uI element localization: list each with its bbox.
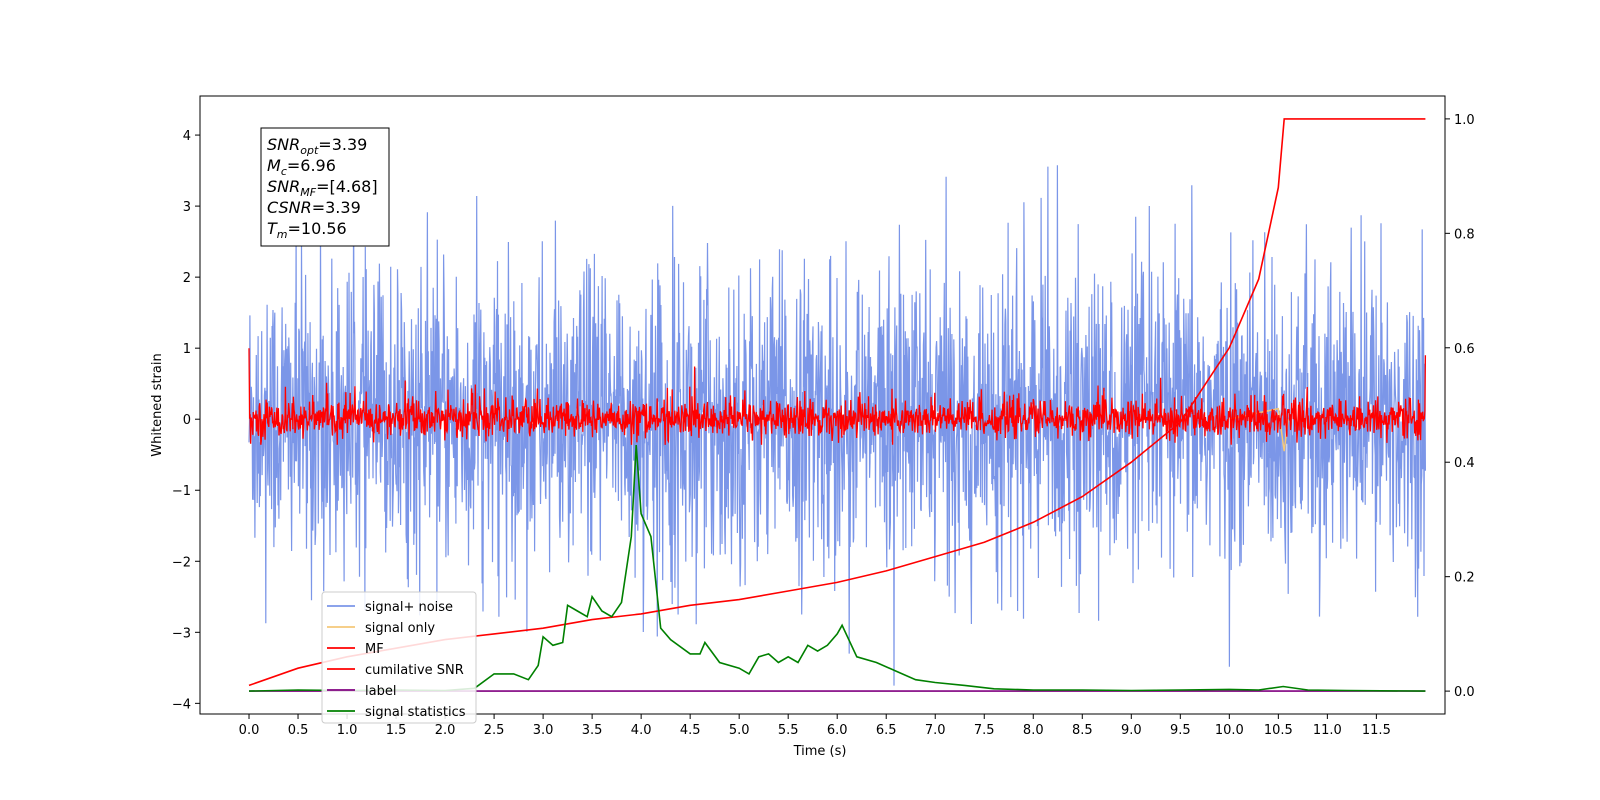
x-tick-label: 10.5 <box>1264 723 1293 738</box>
x-tick-label: 0.0 <box>239 723 260 738</box>
y-tick-label: −4 <box>172 697 191 712</box>
x-tick-label: 10.0 <box>1215 723 1244 738</box>
y2-tick-label: 0.6 <box>1454 342 1475 357</box>
y-axis-left: 4 3 2 1 0 −1 −2 −3 −4 <box>172 129 200 712</box>
y-tick-label: 2 <box>183 271 191 286</box>
x-tick-label: 8.0 <box>1023 723 1044 738</box>
y-axis-label: Whitened strain <box>150 353 165 456</box>
y-tick-label: 3 <box>183 200 191 215</box>
x-tick-label: 7.5 <box>974 723 995 738</box>
legend-label: signal statistics <box>365 705 466 720</box>
legend: signal+ noise signal only MF cumilative SNR… <box>321 591 477 724</box>
series-mf <box>248 348 1427 445</box>
x-tick-label: 7.0 <box>925 723 946 738</box>
y-tick-label: 4 <box>183 129 191 144</box>
x-tick-label: 4.0 <box>631 723 652 738</box>
legend-label: cumilative SNR <box>365 663 464 678</box>
y2-tick-label: 0.4 <box>1454 456 1475 471</box>
x-tick-label: 11.0 <box>1313 723 1342 738</box>
y2-tick-label: 0.0 <box>1454 685 1475 700</box>
x-tick-label: 6.0 <box>827 723 848 738</box>
x-tick-label: 5.5 <box>778 723 799 738</box>
x-tick-label: 6.5 <box>876 723 897 738</box>
y-tick-label: 0 <box>183 413 191 428</box>
plot-frame <box>199 95 1446 715</box>
x-tick-label: 9.0 <box>1121 723 1142 738</box>
y-axis-right: 1.0 0.8 0.6 0.4 0.2 0.0 <box>1445 113 1475 700</box>
x-tick-label: 3.5 <box>582 723 603 738</box>
x-tick-label: 0.5 <box>288 723 309 738</box>
annotation-line: Tm=10.56 <box>267 219 347 241</box>
y-tick-label: 1 <box>183 342 191 357</box>
annotation-line: SNRMF=[4.68] <box>267 177 378 199</box>
legend-label: MF <box>365 642 384 657</box>
x-tick-label: 1.5 <box>386 723 407 738</box>
x-tick-label: 11.5 <box>1362 723 1391 738</box>
x-axis: 0.0 0.5 1.0 1.5 2.0 2.5 3.0 3.5 4.0 4.5 5.0 5.5 6.0 6… <box>239 714 1391 738</box>
y-tick-label: −1 <box>172 484 191 499</box>
x-tick-label: 8.5 <box>1072 723 1093 738</box>
x-tick-label: 4.5 <box>680 723 701 738</box>
x-tick-label: 2.5 <box>484 723 505 738</box>
y-tick-label: −2 <box>172 555 191 570</box>
annotation-line: Mc=6.96 <box>267 156 336 178</box>
x-tick-label: 2.0 <box>435 723 456 738</box>
series-signal-statistics <box>248 445 1426 692</box>
legend-label: label <box>365 684 396 699</box>
y2-tick-label: 0.2 <box>1454 571 1475 586</box>
y2-tick-label: 1.0 <box>1454 113 1475 128</box>
annotation-line: CSNR=3.39 <box>267 198 361 217</box>
x-tick-label: 9.5 <box>1170 723 1191 738</box>
annotation-line: SNRopt=3.39 <box>267 135 367 157</box>
x-tick-label: 5.0 <box>729 723 750 738</box>
legend-label: signal only <box>365 621 435 636</box>
x-tick-label: 1.0 <box>337 723 358 738</box>
y2-tick-label: 0.8 <box>1454 227 1475 242</box>
legend-label: signal+ noise <box>365 600 453 615</box>
x-tick-label: 3.0 <box>533 723 554 738</box>
y-tick-label: −3 <box>172 626 191 641</box>
x-axis-label: Time (s) <box>793 744 847 759</box>
